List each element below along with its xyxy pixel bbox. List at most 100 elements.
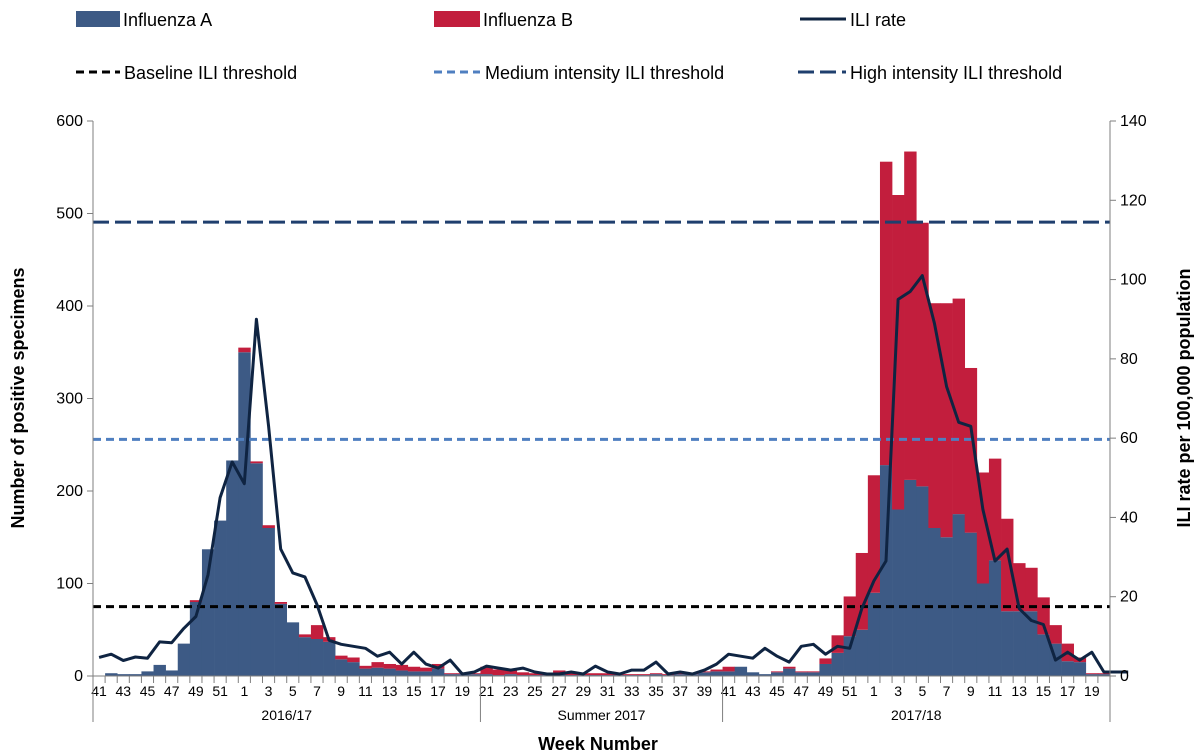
bar-influenza-b bbox=[468, 673, 481, 675]
y2-tick-label: 120 bbox=[1120, 192, 1147, 209]
bar-influenza-a bbox=[323, 641, 336, 676]
bar-influenza-b bbox=[528, 673, 542, 676]
y-tick-label: 400 bbox=[56, 298, 83, 315]
bar-influenza-a bbox=[1061, 661, 1074, 676]
bar-influenza-a bbox=[698, 672, 711, 676]
bar-influenza-b bbox=[1097, 673, 1111, 675]
x-tick-label: 49 bbox=[188, 683, 204, 699]
bar-influenza-b bbox=[674, 673, 687, 675]
bar-influenza-a bbox=[1085, 674, 1099, 676]
bar-influenza-b bbox=[407, 666, 421, 672]
season-label: Summer 2017 bbox=[558, 707, 646, 723]
bar-influenza-b bbox=[807, 671, 820, 673]
bar-influenza-b bbox=[916, 222, 929, 487]
x-tick-label: 43 bbox=[745, 683, 761, 699]
bar-influenza-a bbox=[165, 670, 179, 676]
bar-influenza-b bbox=[1001, 518, 1014, 612]
y-tick-label: 0 bbox=[74, 668, 83, 685]
y2-tick-label: 100 bbox=[1120, 272, 1147, 289]
x-tick-label: 41 bbox=[721, 683, 737, 699]
x-tick-label: 3 bbox=[894, 683, 902, 699]
bar-influenza-a bbox=[177, 643, 191, 676]
bar-influenza-b bbox=[964, 367, 978, 533]
y2-tick-label: 20 bbox=[1120, 589, 1138, 606]
y2-tick-label: 40 bbox=[1120, 509, 1138, 526]
bar-influenza-b bbox=[952, 298, 966, 515]
x-tick-label: 5 bbox=[918, 683, 926, 699]
bar-influenza-a bbox=[419, 671, 433, 676]
bar-influenza-a bbox=[444, 674, 457, 676]
bar-influenza-a bbox=[916, 486, 929, 676]
bar-influenza-b bbox=[189, 600, 203, 602]
bar-influenza-b bbox=[310, 625, 324, 639]
bar-influenza-a bbox=[928, 528, 941, 676]
season-label: 2016/17 bbox=[261, 707, 312, 723]
x-axis-title: Week Number bbox=[538, 734, 658, 754]
bar-influenza-a bbox=[250, 463, 263, 676]
x-tick-label: 43 bbox=[115, 683, 131, 699]
bar-influenza-a bbox=[952, 514, 966, 676]
bar-influenza-b bbox=[262, 525, 275, 528]
x-tick-label: 25 bbox=[527, 683, 543, 699]
bar-influenza-a bbox=[129, 674, 142, 676]
bar-influenza-a bbox=[843, 636, 857, 676]
y-axis-title: Number of positive specimens bbox=[8, 267, 28, 528]
x-tick-label: 51 bbox=[842, 683, 858, 699]
bar-influenza-b bbox=[771, 671, 784, 673]
bar-influenza-b bbox=[625, 674, 639, 676]
bar-influenza-b bbox=[819, 658, 832, 664]
bar-influenza-b bbox=[1025, 567, 1038, 612]
bar-influenza-b bbox=[480, 666, 493, 675]
ili-rate-line bbox=[98, 274, 1129, 676]
bar-influenza-a bbox=[238, 352, 251, 676]
bar-influenza-b bbox=[371, 662, 384, 668]
bar-influenza-a bbox=[359, 668, 372, 676]
x-tick-label: 7 bbox=[943, 683, 951, 699]
bar-influenza-a bbox=[1001, 611, 1014, 676]
bar-influenza-b bbox=[383, 663, 396, 669]
x-tick-label: 23 bbox=[503, 683, 519, 699]
x-tick-label: 17 bbox=[430, 683, 446, 699]
x-tick-label: 9 bbox=[967, 683, 975, 699]
bar-influenza-b bbox=[879, 161, 893, 466]
x-tick-label: 21 bbox=[479, 683, 495, 699]
bar-influenza-a bbox=[226, 460, 239, 676]
bar-influenza-a bbox=[1097, 674, 1111, 676]
bar-influenza-a bbox=[407, 671, 421, 676]
bar-influenza-a bbox=[734, 666, 748, 676]
bar-influenza-b bbox=[783, 666, 796, 669]
y2-tick-label: 140 bbox=[1120, 113, 1147, 130]
season-label: 2017/18 bbox=[891, 707, 942, 723]
x-tick-label: 35 bbox=[648, 683, 664, 699]
bar-influenza-a bbox=[831, 652, 844, 676]
bar-influenza-a bbox=[395, 670, 409, 676]
bar-influenza-a bbox=[504, 674, 518, 676]
bar-influenza-a bbox=[141, 671, 154, 676]
bar-influenza-b bbox=[274, 602, 288, 604]
bar-influenza-a bbox=[649, 674, 663, 676]
legend-label-influenza-b: Influenza B bbox=[483, 10, 573, 30]
x-tick-label: 3 bbox=[265, 683, 273, 699]
legend-label-high: High intensity ILI threshold bbox=[850, 63, 1062, 83]
bar-influenza-a bbox=[807, 672, 820, 676]
y-tick-label: 200 bbox=[56, 483, 83, 500]
x-axis: 41 43 45 47 49 51 1 3 5 7 9 11 13 15 17 19 21 23 25 27 29 31 3… bbox=[91, 676, 1111, 723]
bar-influenza-b bbox=[855, 552, 869, 630]
legend-label-ili-rate: ILI rate bbox=[850, 10, 906, 30]
bar-influenza-a bbox=[771, 672, 784, 676]
bar-influenza-b bbox=[1085, 673, 1099, 675]
x-tick-label: 49 bbox=[818, 683, 834, 699]
x-tick-label: 51 bbox=[212, 683, 228, 699]
x-tick-label: 9 bbox=[337, 683, 345, 699]
bar-influenza-b bbox=[516, 672, 530, 676]
bar-influenza-b bbox=[722, 666, 735, 672]
bar-influenza-b bbox=[637, 674, 651, 676]
y2-tick-label: 0 bbox=[1120, 668, 1129, 685]
x-tick-label: 41 bbox=[91, 683, 107, 699]
legend-label-medium: Medium intensity ILI threshold bbox=[485, 63, 724, 83]
y2-tick-label: 60 bbox=[1120, 430, 1138, 447]
bar-influenza-a bbox=[310, 639, 324, 676]
bar-influenza-b bbox=[565, 673, 578, 676]
legend-swatch-influenza-b bbox=[434, 11, 480, 27]
bar-influenza-b bbox=[504, 669, 518, 675]
